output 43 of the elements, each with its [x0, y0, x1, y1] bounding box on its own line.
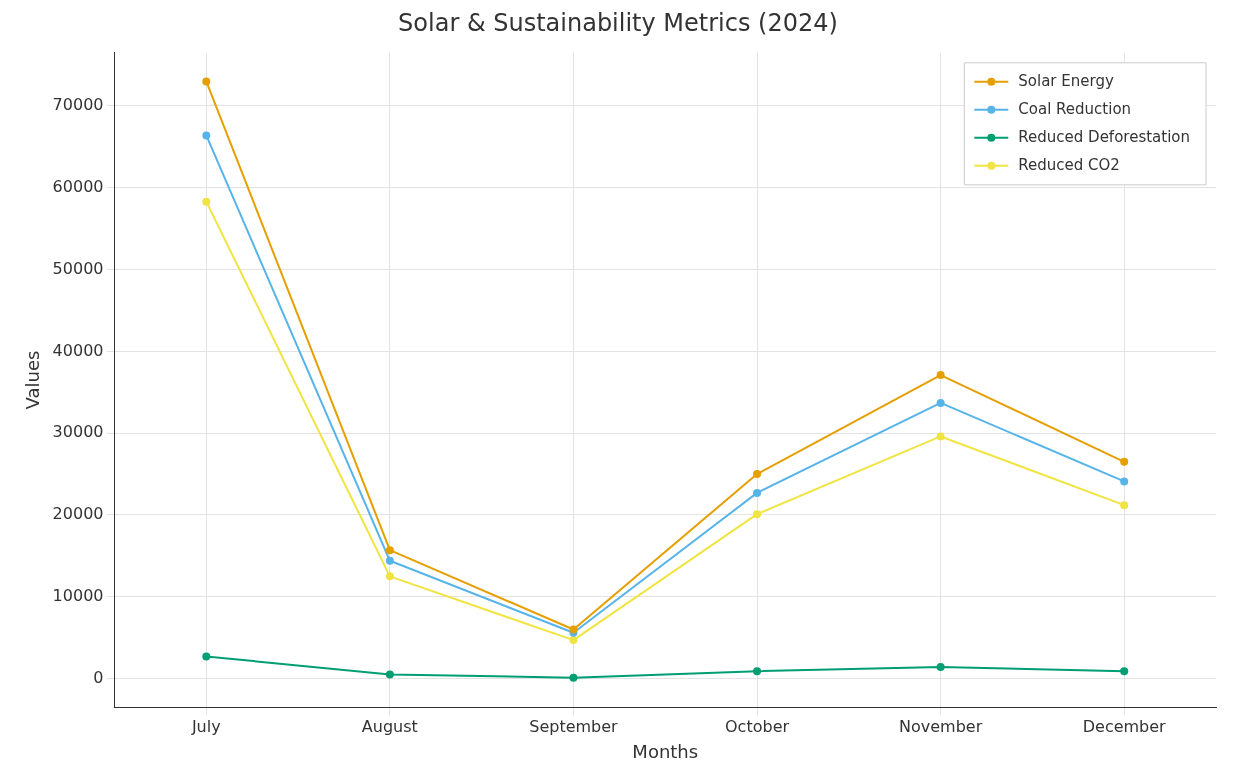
x-tick-label: August — [361, 716, 418, 736]
point — [202, 197, 211, 206]
point — [753, 510, 762, 519]
y-tick-label: 50000 — [52, 258, 104, 278]
legend-label: Reduced CO2 — [1018, 155, 1120, 174]
x-axis-title: Months — [632, 740, 699, 762]
x-tick-label: October — [725, 716, 790, 736]
point — [936, 663, 945, 672]
y-tick-label: 10000 — [52, 585, 104, 605]
point — [569, 636, 578, 645]
point — [753, 667, 762, 676]
point — [202, 652, 211, 661]
y-tick-label: 30000 — [52, 422, 104, 442]
x-tick-label: November — [899, 716, 983, 736]
point — [753, 470, 762, 479]
x-tick-label: December — [1082, 716, 1167, 736]
legend-label: Coal Reduction — [1018, 99, 1132, 118]
x-tick-label: July — [190, 716, 221, 736]
point — [202, 77, 211, 86]
point — [1120, 501, 1129, 510]
point — [385, 556, 394, 565]
y-tick-label: 60000 — [52, 176, 104, 196]
y-axis-title: Values — [22, 350, 44, 410]
y-tick-label: 70000 — [52, 95, 104, 115]
point — [936, 432, 945, 441]
y-tick-label: 20000 — [52, 504, 104, 524]
point — [385, 572, 394, 581]
point — [385, 546, 394, 555]
point — [202, 131, 211, 140]
x-tick-label: September — [529, 716, 619, 736]
legend-label: Solar Energy — [1018, 71, 1114, 90]
point — [1120, 457, 1129, 466]
point — [1120, 667, 1129, 676]
point — [936, 371, 945, 380]
point — [385, 670, 394, 679]
y-tick-label: 40000 — [52, 340, 104, 360]
point — [569, 673, 578, 682]
chart-title: Solar & Sustainability Metrics (2024) — [398, 8, 838, 37]
legend-label: Reduced Deforestation — [1018, 127, 1191, 146]
y-tick-label: 0 — [93, 667, 104, 687]
point — [753, 488, 762, 497]
point — [936, 398, 945, 407]
point — [1120, 477, 1129, 486]
